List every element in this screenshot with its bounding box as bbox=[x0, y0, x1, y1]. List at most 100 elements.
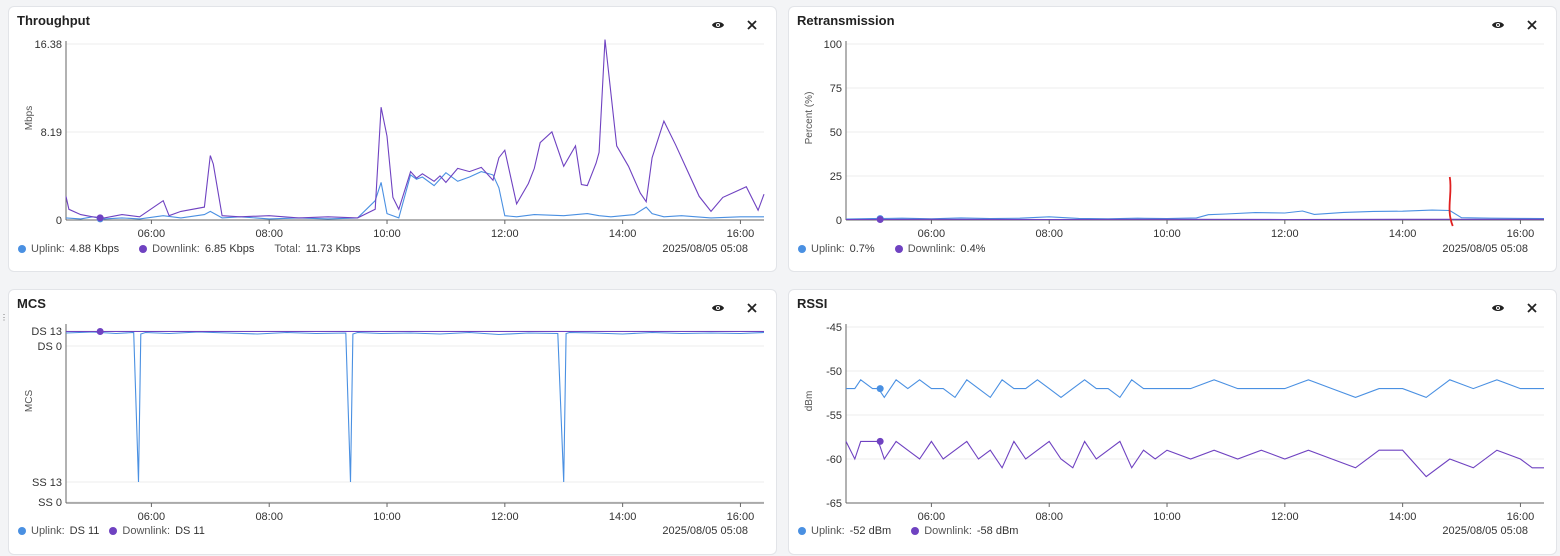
legend-uplink-label: Uplink: bbox=[31, 525, 65, 537]
y-axis-title: Mbps bbox=[24, 106, 35, 130]
timestamp: 2025/08/05 05:08 bbox=[662, 525, 748, 537]
x-tick-label: 08:00 bbox=[1035, 511, 1063, 523]
x-tick-label: 10:00 bbox=[373, 511, 401, 523]
series-line-downlink bbox=[66, 40, 764, 218]
legend-uplink[interactable]: Uplink: -52 dBm bbox=[798, 525, 891, 537]
x-tick-label: 06:00 bbox=[918, 511, 946, 523]
hover-marker-downlink bbox=[97, 328, 104, 335]
uplink-dot-icon bbox=[798, 527, 806, 535]
series-line-uplink bbox=[66, 172, 764, 219]
x-tick-label: 06:00 bbox=[918, 228, 946, 240]
hover-marker-downlink bbox=[877, 438, 884, 445]
y-axis-title: dBm bbox=[804, 391, 815, 412]
y-axis-title: Percent (%) bbox=[804, 92, 815, 145]
annotation-mark bbox=[1450, 177, 1453, 226]
x-tick-label: 12:00 bbox=[491, 228, 519, 240]
x-tick-label: 06:00 bbox=[138, 511, 166, 523]
x-tick-label: 16:00 bbox=[1507, 511, 1535, 523]
x-tick-label: 08:00 bbox=[255, 228, 283, 240]
resize-handle-icon[interactable]: ⋮ bbox=[0, 313, 8, 322]
x-tick-label: 16:00 bbox=[1507, 228, 1535, 240]
mcs-panel: MCS SS 0 SS 13 DS 0 DS 13 06:00 08:00 10:00 12:… bbox=[8, 289, 777, 555]
legend-uplink-label: Uplink: bbox=[811, 243, 845, 255]
x-tick-label: 12:00 bbox=[1271, 228, 1299, 240]
chart-legend: Uplink: DS 11 Downlink: DS 11 bbox=[18, 525, 205, 537]
legend-uplink-value: 0.7% bbox=[850, 243, 875, 255]
legend-uplink-value: 4.88 Kbps bbox=[70, 243, 120, 255]
x-tick-label: 12:00 bbox=[1271, 511, 1299, 523]
y-tick-label: -55 bbox=[826, 410, 842, 422]
legend-downlink-label: Downlink: bbox=[122, 525, 170, 537]
legend-downlink-label: Downlink: bbox=[908, 243, 956, 255]
legend-uplink-label: Uplink: bbox=[31, 243, 65, 255]
y-tick-label: -50 bbox=[826, 366, 842, 378]
hover-marker-downlink bbox=[97, 214, 104, 221]
legend-downlink-value: -58 dBm bbox=[977, 525, 1019, 537]
x-tick-label: 10:00 bbox=[1153, 511, 1181, 523]
hover-marker-downlink bbox=[877, 216, 884, 223]
y-tick-label: -60 bbox=[826, 454, 842, 466]
y-tick-label: DS 13 bbox=[31, 326, 62, 338]
x-tick-label: 10:00 bbox=[1153, 228, 1181, 240]
series-line-uplink bbox=[66, 332, 764, 482]
y-tick-label: 25 bbox=[830, 171, 842, 183]
x-tick-label: 08:00 bbox=[1035, 228, 1063, 240]
x-tick-label: 14:00 bbox=[1389, 511, 1417, 523]
x-tick-label: 14:00 bbox=[609, 511, 637, 523]
y-tick-label: 16.38 bbox=[34, 39, 62, 51]
legend-uplink[interactable]: Uplink: 4.88 Kbps bbox=[18, 243, 119, 255]
y-tick-label: -65 bbox=[826, 498, 842, 510]
x-tick-label: 12:00 bbox=[491, 511, 519, 523]
legend-uplink[interactable]: Uplink: 0.7% bbox=[798, 243, 875, 255]
chart-legend: Uplink: -52 dBm Downlink: -58 dBm bbox=[798, 525, 1018, 537]
legend-total: Total: 11.73 Kbps bbox=[274, 243, 360, 255]
y-tick-label: 75 bbox=[830, 83, 842, 95]
legend-downlink-label: Downlink: bbox=[924, 525, 972, 537]
downlink-dot-icon bbox=[109, 527, 117, 535]
series-line-uplink bbox=[846, 380, 1544, 398]
legend-uplink-value: DS 11 bbox=[70, 525, 100, 537]
x-tick-label: 14:00 bbox=[609, 228, 637, 240]
x-tick-label: 06:00 bbox=[138, 228, 166, 240]
timestamp: 2025/08/05 05:08 bbox=[1442, 525, 1528, 537]
y-tick-label: 50 bbox=[830, 127, 842, 139]
timestamp: 2025/08/05 05:08 bbox=[1442, 243, 1528, 255]
x-tick-label: 10:00 bbox=[373, 228, 401, 240]
legend-uplink-label: Uplink: bbox=[811, 525, 845, 537]
uplink-dot-icon bbox=[18, 245, 26, 253]
chart-legend: Uplink: 0.7% Downlink: 0.4% bbox=[798, 243, 985, 255]
legend-downlink-value: 0.4% bbox=[960, 243, 985, 255]
x-tick-label: 08:00 bbox=[255, 511, 283, 523]
downlink-dot-icon bbox=[895, 245, 903, 253]
legend-downlink[interactable]: Downlink: 6.85 Kbps bbox=[139, 243, 254, 255]
y-tick-label: 0 bbox=[836, 215, 842, 227]
x-tick-label: 16:00 bbox=[727, 228, 755, 240]
mcs-chart: SS 0 SS 13 DS 0 DS 13 06:00 08:00 10:00 12:00 14… bbox=[9, 290, 778, 556]
legend-downlink[interactable]: Downlink: 0.4% bbox=[895, 243, 986, 255]
series-line-uplink bbox=[846, 210, 1544, 219]
legend-downlink[interactable]: Downlink: DS 11 bbox=[109, 525, 204, 537]
throughput-chart: 0 8.19 16.38 06:00 08:00 10:00 12:00 14:00 16:00… bbox=[9, 7, 778, 273]
legend-downlink-value: DS 11 bbox=[175, 525, 205, 537]
legend-downlink-value: 6.85 Kbps bbox=[205, 243, 255, 255]
uplink-dot-icon bbox=[798, 245, 806, 253]
y-tick-label: 0 bbox=[56, 215, 62, 227]
uplink-dot-icon bbox=[18, 527, 26, 535]
chart-legend: Uplink: 4.88 Kbps Downlink: 6.85 Kbps To… bbox=[18, 243, 361, 255]
y-tick-label: 100 bbox=[824, 39, 842, 51]
y-tick-label: SS 13 bbox=[32, 477, 62, 489]
legend-uplink-value: -52 dBm bbox=[850, 525, 892, 537]
y-tick-label: SS 0 bbox=[38, 497, 62, 509]
legend-downlink[interactable]: Downlink: -58 dBm bbox=[911, 525, 1018, 537]
y-tick-label: DS 0 bbox=[38, 341, 62, 353]
downlink-dot-icon bbox=[139, 245, 147, 253]
x-tick-label: 16:00 bbox=[727, 511, 755, 523]
y-axis-title: MCS bbox=[24, 390, 35, 413]
legend-uplink[interactable]: Uplink: DS 11 bbox=[18, 525, 99, 537]
y-tick-label: 8.19 bbox=[41, 127, 62, 139]
